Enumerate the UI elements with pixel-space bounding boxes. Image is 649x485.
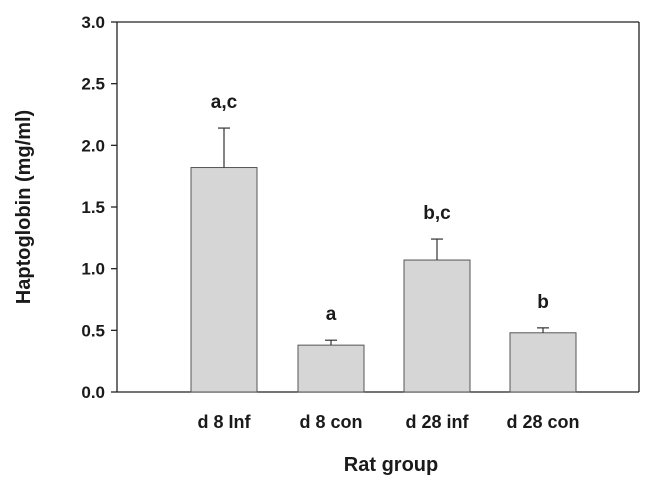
- y-axis-title: Haptoglobin (mg/ml): [13, 110, 35, 304]
- annotation-label-1: a: [326, 304, 337, 325]
- annotation-label-0: a,c: [211, 92, 238, 113]
- bar-0: [190, 167, 258, 393]
- category-label-1: d 8 con: [299, 412, 362, 432]
- y-tick-label-3: 1.5: [81, 198, 105, 217]
- y-tick-label-4: 2.0: [81, 136, 105, 155]
- bar-3: [509, 332, 577, 393]
- y-tick-label-6: 3.0: [81, 13, 105, 32]
- category-label-0: d 8 Inf: [198, 412, 252, 432]
- annotation-label-3: b: [537, 292, 549, 313]
- bar-2: [403, 259, 471, 393]
- category-label-2: d 28 inf: [405, 412, 469, 432]
- y-tick-label-2: 1.0: [81, 260, 105, 279]
- bars: [190, 127, 577, 393]
- bar-1: [297, 344, 365, 393]
- annotation-label-2: b,c: [423, 203, 451, 224]
- y-tick-label-1: 0.5: [81, 321, 105, 340]
- y-tick-label-5: 2.5: [81, 75, 105, 94]
- x-axis-title: Rat group: [344, 454, 438, 476]
- y-tick-label-0: 0.0: [81, 383, 105, 402]
- labels: a,c d 8 Inf a d 8 con b,c d 28 inf b d 28 con: [198, 92, 580, 432]
- category-label-3: d 28 con: [506, 412, 579, 432]
